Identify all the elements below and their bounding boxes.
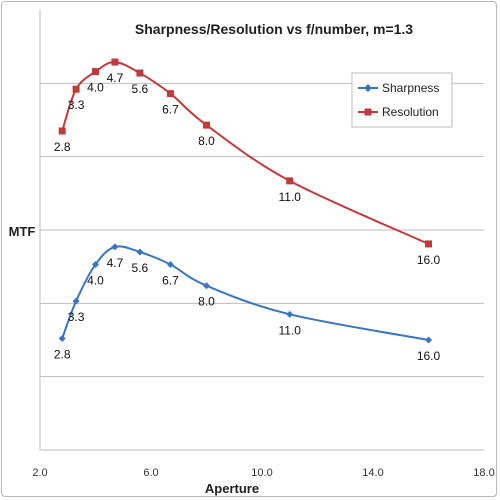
resolution-point — [136, 70, 143, 77]
sharpness-data-label: 4.7 — [107, 256, 124, 270]
resolution-point — [286, 177, 293, 184]
resolution-data-label: 5.6 — [132, 82, 149, 96]
sharpness-data-label: 6.7 — [162, 273, 179, 287]
x-tick-label: 6.0 — [143, 467, 158, 479]
y-axis-title: MTF — [9, 224, 36, 239]
x-tick-label: 10.0 — [251, 467, 272, 479]
sharpness-point — [111, 243, 118, 250]
sharpness-point — [286, 311, 293, 318]
sharpness-point — [136, 249, 143, 256]
sharpness-data-label: 5.6 — [132, 261, 149, 275]
x-tick-label: 14.0 — [362, 467, 383, 479]
sharpness-data-label: 11.0 — [279, 323, 302, 337]
sharpness-data-label: 4.0 — [87, 273, 104, 287]
resolution-data-label: 3.3 — [68, 98, 85, 112]
sharpness-point — [203, 282, 210, 289]
x-tick-labels: 2.0 6.0 10.0 14.0 18.0 — [32, 467, 494, 479]
resolution-data-label: 16.0 — [417, 253, 441, 267]
x-tick-label: 18.0 — [473, 467, 494, 479]
resolution-point — [59, 128, 66, 135]
resolution-point — [425, 240, 432, 247]
legend: Sharpness Resolution — [352, 73, 452, 127]
sharpness-point — [425, 337, 432, 344]
sharpness-point — [59, 335, 66, 342]
resolution-data-label: 2.8 — [54, 140, 71, 154]
resolution-data-label: 6.7 — [162, 103, 179, 117]
x-tick-label: 2.0 — [32, 467, 47, 479]
sharpness-data-label: 3.3 — [68, 310, 85, 324]
sharpness-data-label: 2.8 — [54, 348, 71, 362]
x-axis-title: Aperture — [205, 481, 259, 496]
resolution-point — [111, 59, 118, 66]
sharpness-data-label: 16.0 — [417, 349, 441, 363]
resolution-point — [73, 86, 80, 93]
resolution-point — [167, 90, 174, 97]
resolution-data-label: 11.0 — [279, 190, 302, 204]
resolution-data-label: 4.0 — [87, 81, 104, 95]
resolution-legend-label: Resolution — [382, 105, 439, 119]
resolution-point — [92, 68, 99, 75]
resolution-data-label: 4.7 — [107, 71, 124, 85]
resolution-legend-marker — [365, 109, 372, 116]
sharpness-legend-label: Sharpness — [382, 81, 439, 95]
sharpness-data-label: 8.0 — [198, 295, 215, 309]
resolution-point — [203, 122, 210, 129]
chart-title: Sharpness/Resolution vs f/number, m=1.3 — [135, 21, 413, 37]
resolution-data-label: 8.0 — [198, 134, 215, 148]
